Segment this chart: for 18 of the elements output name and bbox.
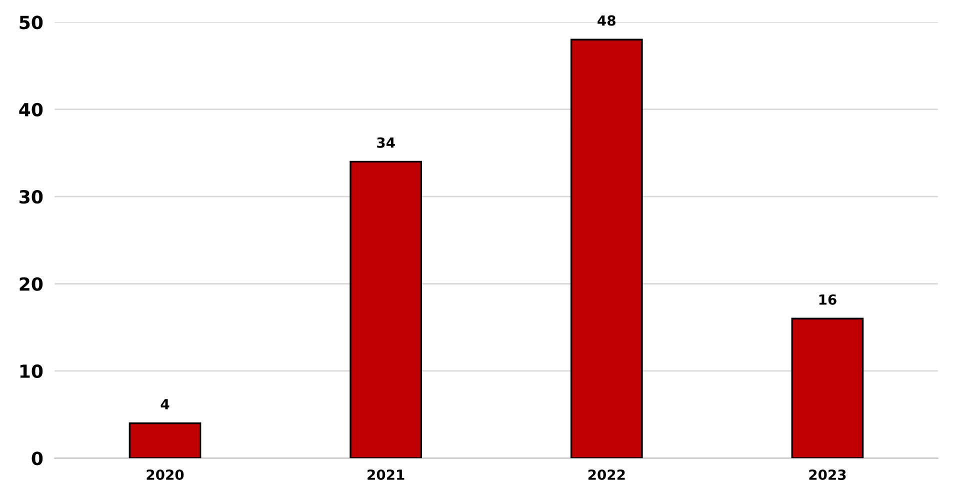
y-tick-label: 20 <box>20 277 43 291</box>
x-tick-label: 2020 <box>146 469 184 480</box>
bar <box>791 318 864 458</box>
data-label: 48 <box>598 15 616 26</box>
data-label: 34 <box>377 137 395 148</box>
bar <box>128 422 202 458</box>
y-tick-label: 30 <box>20 190 43 204</box>
x-tick-label: 2022 <box>588 469 625 480</box>
data-label: 4 <box>160 399 170 410</box>
bar <box>350 160 422 458</box>
y-tick-label: 50 <box>20 16 43 30</box>
x-tick-label: 2021 <box>368 469 404 480</box>
data-label: 16 <box>819 294 836 305</box>
x-tick-label: 2023 <box>809 469 846 480</box>
y-tick-label: 10 <box>20 364 43 378</box>
bar <box>570 38 643 458</box>
y-tick-label: 40 <box>19 102 43 116</box>
y-tick-label: 0 <box>32 452 43 466</box>
